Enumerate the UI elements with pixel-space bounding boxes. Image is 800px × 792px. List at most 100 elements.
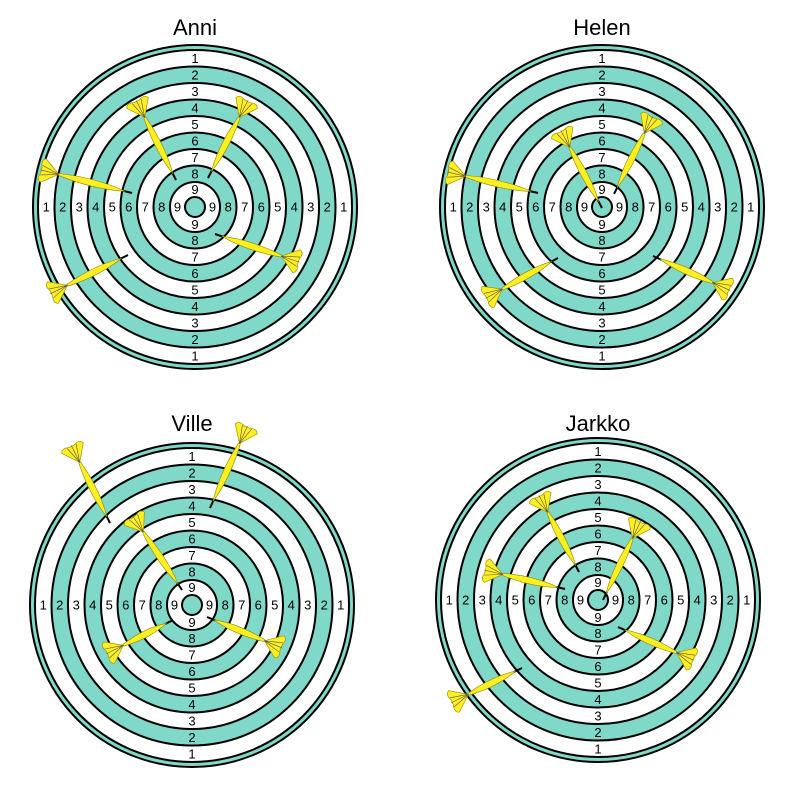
ring-label: 6: [665, 200, 672, 215]
ring-label: 9: [581, 200, 588, 215]
dart-icon: [126, 95, 177, 181]
dart-icon: [207, 95, 258, 179]
dart-icon: [529, 490, 580, 573]
ring-label: 4: [191, 299, 198, 314]
dart-icon: [613, 111, 663, 195]
ring-label: 9: [206, 598, 213, 613]
ring-label: 6: [598, 266, 605, 281]
dart-icon: [45, 254, 129, 304]
ring-label: 3: [191, 84, 198, 99]
ring-label: 4: [291, 200, 298, 215]
ring-label: 5: [188, 680, 195, 695]
ring-label: 8: [158, 200, 165, 215]
ring-label: 8: [594, 559, 601, 574]
ring-label: 6: [661, 593, 668, 608]
ring-label: 1: [594, 741, 601, 756]
ring-label: 2: [191, 332, 198, 347]
ring-label: 4: [594, 692, 601, 707]
ring-label: 4: [188, 498, 195, 513]
ring-label: 8: [155, 598, 162, 613]
ring-label: 9: [616, 200, 623, 215]
ring-label: 3: [714, 200, 721, 215]
ring-label: 6: [258, 200, 265, 215]
ring-label: 7: [598, 150, 605, 165]
ring-label: 7: [139, 598, 146, 613]
dart-icon: [123, 510, 183, 591]
ring-label: 5: [512, 593, 519, 608]
ring-label: 4: [499, 200, 506, 215]
ring-label: 4: [698, 200, 705, 215]
ring-label: 4: [89, 598, 96, 613]
ring-label: 6: [125, 200, 132, 215]
ring-label: 7: [238, 598, 245, 613]
ring-label: 7: [188, 548, 195, 563]
dart-icon: [209, 422, 258, 509]
ring-label: 4: [598, 100, 605, 115]
ring-label: 8: [191, 166, 198, 181]
ring-label: 5: [274, 200, 281, 215]
ring-label: 8: [598, 166, 605, 181]
ring-label: 3: [307, 200, 314, 215]
ring-label: 6: [532, 200, 539, 215]
ring-label: 4: [594, 493, 601, 508]
ring-label: 9: [209, 200, 216, 215]
ring-label: 7: [648, 200, 655, 215]
ring-label: 5: [109, 200, 116, 215]
ring-label: 4: [191, 100, 198, 115]
ring-label: 7: [191, 249, 198, 264]
ring-label: 5: [681, 200, 688, 215]
ring-label: 9: [188, 615, 195, 630]
ring-label: 1: [450, 200, 457, 215]
ring-label: 1: [747, 200, 754, 215]
ring-label: 3: [598, 315, 605, 330]
ring-label: 2: [321, 598, 328, 613]
ring-label: 5: [677, 593, 684, 608]
ring-label: 5: [188, 515, 195, 530]
ring-label: 2: [188, 465, 195, 480]
ring-label: 1: [188, 449, 195, 464]
ring-label: 6: [191, 266, 198, 281]
ring-label: 8: [188, 631, 195, 646]
ring-label: 8: [561, 593, 568, 608]
ring-label: 7: [191, 150, 198, 165]
ring-label: 2: [462, 593, 469, 608]
ring-label: 5: [598, 117, 605, 132]
ring-label: 5: [598, 282, 605, 297]
ring-label: 3: [188, 713, 195, 728]
ring-label: 4: [495, 593, 502, 608]
ring-label: 3: [304, 598, 311, 613]
ring-label: 4: [288, 598, 295, 613]
board-title-jarkko: Jarkko: [566, 411, 631, 436]
ring-label: 6: [598, 133, 605, 148]
ring-label: 9: [594, 610, 601, 625]
bullseye: [181, 594, 203, 616]
ring-label: 5: [594, 675, 601, 690]
ring-label: 8: [565, 200, 572, 215]
ring-label: 2: [598, 332, 605, 347]
ring-label: 6: [191, 133, 198, 148]
dart-icon: [206, 616, 286, 659]
ring-label: 1: [191, 348, 198, 363]
ring-label: 2: [324, 200, 331, 215]
dart-icon: [551, 125, 603, 209]
dart-icon: [481, 558, 566, 590]
ring-label: 9: [191, 182, 198, 197]
ring-label: 1: [446, 593, 453, 608]
ring-label: 1: [188, 746, 195, 761]
ring-label: 6: [528, 593, 535, 608]
ring-label: 3: [191, 315, 198, 330]
ring-label: 8: [594, 626, 601, 641]
ring-label: 7: [545, 593, 552, 608]
ring-label: 1: [191, 51, 198, 66]
bullseye: [587, 589, 609, 611]
ring-label: 8: [632, 200, 639, 215]
dart-icon: [602, 517, 651, 601]
ring-label: 9: [612, 593, 619, 608]
ring-label: 8: [225, 200, 232, 215]
ring-label: 3: [76, 200, 83, 215]
ring-label: 6: [594, 659, 601, 674]
ring-label: 6: [594, 526, 601, 541]
ring-label: 3: [73, 598, 80, 613]
